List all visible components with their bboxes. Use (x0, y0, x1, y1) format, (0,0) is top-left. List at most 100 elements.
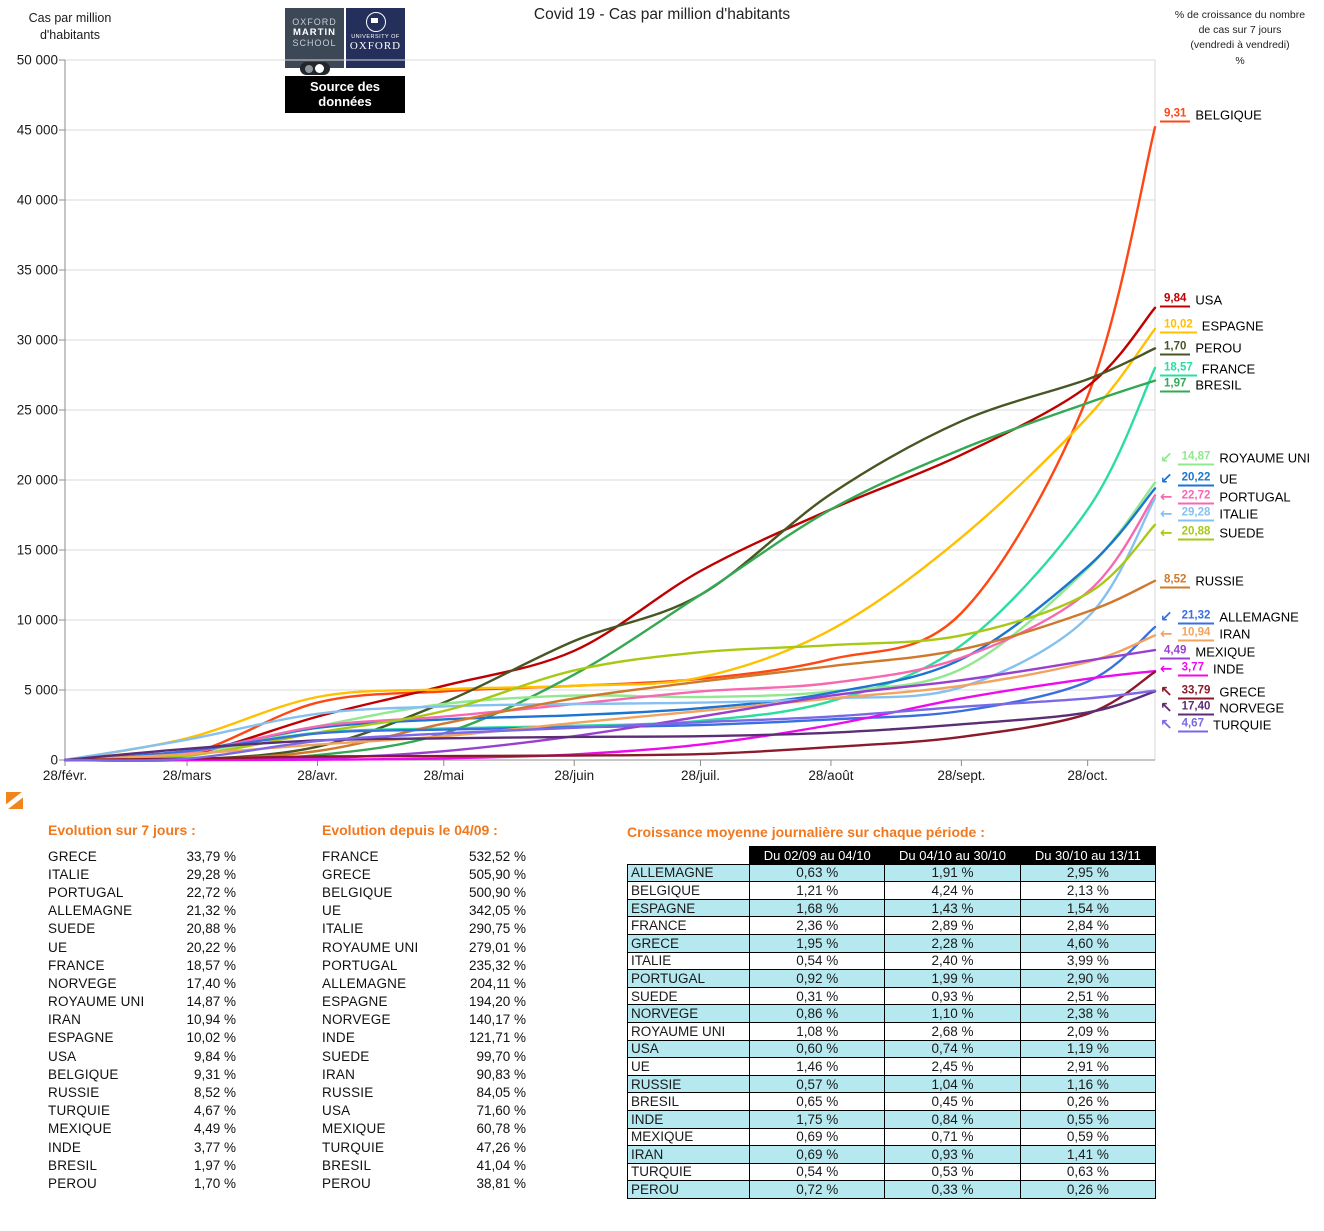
country-name: GRECE (322, 866, 372, 882)
logo-text-oxford-serif: OXFORD (349, 40, 402, 52)
growth-value: 1,10 % (884, 1004, 1021, 1023)
line-norvege (63, 690, 1157, 762)
growth-7d-value: 3,77 (1177, 662, 1208, 677)
growth-value: 0,63 % (749, 863, 886, 883)
table-row: MEXIQUE 4,49 % (48, 1120, 236, 1138)
table-row: GRECE 505,90 % (322, 865, 526, 883)
leader-arrow-icon: ↖ (1160, 698, 1173, 717)
country-name: ITALIE (626, 951, 751, 971)
percent-value: 20,22 % (186, 939, 236, 955)
country-name: TURQUIE (1212, 717, 1272, 733)
country-name: USA (626, 1039, 751, 1059)
country-name: MEXIQUE (626, 1127, 751, 1147)
growth-value: 2,09 % (1019, 1021, 1157, 1041)
growth-7d-value: 10,94 (1177, 627, 1215, 642)
series-label-iran: ← 10,94 IRAN (1160, 624, 1250, 643)
x-tick-label: 28/mars (162, 768, 212, 783)
growth-value: 0,93 % (884, 1145, 1021, 1164)
table-row: RUSSIE 0,57 % 1,04 % 1,16 % (626, 1074, 1157, 1094)
growth-value: 0,72 % (749, 1180, 886, 1199)
line-chart (59, 59, 1157, 766)
line-suede (63, 523, 1157, 762)
country-name: INDE (322, 1030, 356, 1046)
evolution-0409-title: Evolution depuis le 04/09 : (322, 822, 498, 838)
country-name: ESPAGNE (322, 994, 388, 1010)
growth-value: 0,71 % (884, 1127, 1021, 1147)
x-tick-label: 28/août (808, 768, 854, 783)
country-name: BELGIQUE (322, 884, 393, 900)
country-name: MEXIQUE (48, 1121, 112, 1137)
table-row: BELGIQUE 9,31 % (48, 1065, 236, 1083)
country-name: ALLEMAGNE (1219, 609, 1299, 625)
line-italie (63, 497, 1157, 762)
percent-value: 20,88 % (186, 921, 236, 937)
croissance-grid: Du 02/09 au 04/10 Du 04/10 au 30/10 Du 30/… (626, 846, 1157, 1199)
growth-value: 1,99 % (884, 969, 1021, 988)
growth-value: 0,31 % (749, 986, 886, 1006)
percent-value: 9,84 % (193, 1048, 236, 1064)
period-header: Du 30/10 au 13/11 (1019, 846, 1157, 865)
oxford-martin-logo[interactable]: OXFORD MARTIN SCHOOL UNIVERSITY OF OXFOR… (285, 8, 405, 113)
series-label-espagne: 10,02 ESPAGNE (1160, 319, 1264, 334)
table-row: PEROU 1,70 % (48, 1174, 236, 1192)
country-name: UE (322, 903, 342, 919)
country-name: INDE (48, 1139, 82, 1155)
growth-7d-value: 17,40 (1177, 701, 1215, 716)
country-name: FRANCE (322, 848, 379, 864)
country-name: NORVEGE (48, 975, 117, 991)
country-name: ESPAGNE (626, 898, 751, 918)
evolution-7j-table: Evolution sur 7 jours : GRECE 33,79 % ITAL… (48, 822, 236, 1193)
growth-value: 1,16 % (1019, 1074, 1157, 1094)
table-row: BRESIL 1,97 % (48, 1156, 236, 1174)
table-row: ROYAUME UNI 14,87 % (48, 993, 236, 1011)
table-row: TURQUIE 4,67 % (48, 1102, 236, 1120)
logo-tiles: OXFORD MARTIN SCHOOL UNIVERSITY OF OXFOR… (285, 8, 405, 75)
series-label-portugal: ← 22,72 PORTUGAL (1160, 489, 1291, 505)
growth-7d-value: 8,52 (1160, 574, 1191, 589)
series-label-suede: ← 20,88 SUEDE (1160, 525, 1264, 541)
y-tick-label: 50 000 (16, 52, 58, 68)
leader-arrow-icon: ↖ (1160, 682, 1173, 701)
table-row: BRESIL 0,65 % 0,45 % 0,26 % (626, 1092, 1157, 1111)
table-row: TURQUIE 47,26 % (322, 1138, 526, 1156)
table-row: INDE 121,71 % (322, 1029, 526, 1047)
series-label-france: 18,57 FRANCE (1160, 362, 1255, 377)
corner-app-icon[interactable] (6, 792, 23, 809)
oxford-crest-icon (365, 12, 386, 32)
growth-7d-value: 4,67 (1177, 718, 1208, 733)
blank-header-cell (626, 846, 751, 865)
country-name: RUSSIE (1195, 573, 1244, 589)
series-label-perou: 1,70 PEROU (1160, 341, 1242, 356)
table-row: NORVEGE 0,86 % 1,10 % 2,38 % (626, 1004, 1157, 1023)
growth-value: 2,45 % (884, 1057, 1021, 1076)
country-name: PORTUGAL (48, 884, 124, 900)
y-tick-label: 20 000 (16, 472, 58, 488)
series-label-turquie: ↖ 4,67 TURQUIE (1160, 715, 1272, 734)
leader-arrow-icon: ↖ (1160, 715, 1173, 734)
percent-value: 14,87 % (186, 994, 236, 1010)
growth-value: 1,75 % (749, 1109, 886, 1129)
country-name: ITALIE (48, 866, 90, 882)
logo-text-school: SCHOOL (292, 38, 337, 48)
y-tick-label: 30 000 (16, 332, 58, 348)
country-name: IRAN (48, 1012, 82, 1028)
growth-value: 0,54 % (749, 1162, 886, 1182)
table-row: GRECE 1,95 % 2,28 % 4,60 % (626, 933, 1157, 953)
percent-value: 342,05 % (468, 903, 526, 919)
source-data-link[interactable]: Source des données (285, 76, 405, 113)
y-tick-label: 15 000 (16, 542, 58, 558)
table-row: RUSSIE 84,05 % (322, 1083, 526, 1101)
growth-value: 2,89 % (884, 916, 1021, 935)
leader-arrow-icon: ← (1160, 624, 1173, 643)
leader-arrow-icon: ← (1160, 504, 1173, 523)
table-row: ESPAGNE 1,68 % 1,43 % 1,54 % (626, 898, 1157, 918)
line-inde (63, 669, 1157, 762)
logo-text-university-of: UNIVERSITY OF (351, 34, 400, 40)
percent-value: 99,70 % (476, 1048, 526, 1064)
growth-value: 0,93 % (884, 986, 1021, 1006)
table-row: PORTUGAL 235,32 % (322, 956, 526, 974)
percent-value: 22,72 % (186, 884, 236, 900)
percent-value: 8,52 % (193, 1085, 236, 1101)
growth-value: 0,86 % (749, 1004, 886, 1023)
growth-value: 2,13 % (1019, 881, 1157, 900)
